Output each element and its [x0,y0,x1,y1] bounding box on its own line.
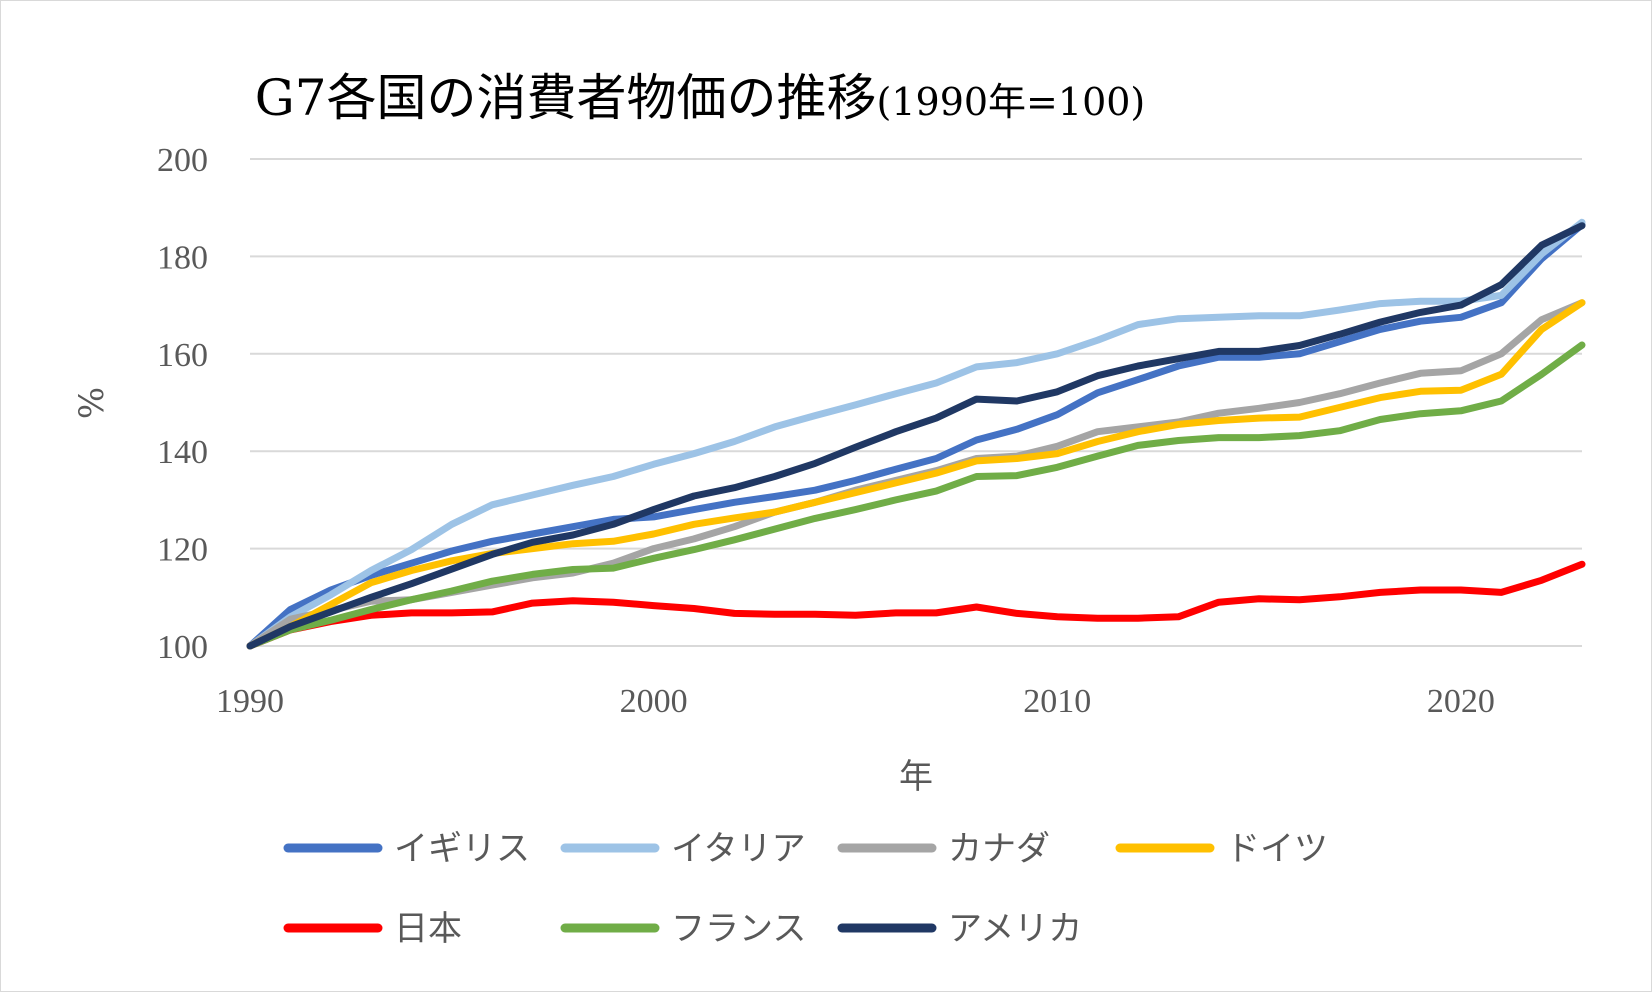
series-line-5 [246,341,1586,650]
legend-label-5: フランス [671,909,806,949]
x-tick-2010: 2010 [1023,683,1091,720]
y-tick-120: 120 [157,532,208,569]
legend-label-6: アメリカ [948,909,1082,949]
x-tick-2020: 2020 [1427,683,1495,720]
y-tick-200: 200 [157,142,208,179]
legend-item-0: イギリス [283,829,530,869]
legend-label-3: ドイツ [1226,829,1328,869]
y-tick-160: 160 [157,337,208,374]
x-axis-label: 年 [899,757,933,797]
gridlines [250,158,1582,647]
legend-item-2: カナダ [837,829,1050,869]
legend-label-4: 日本 [394,909,462,949]
y-tick-140: 140 [157,434,208,471]
y-tick-100: 100 [157,629,208,666]
legend-label-1: イタリア [671,829,806,869]
x-tick-labels: 1990 2000 2010 2020 [216,683,1495,720]
legend-item-6: アメリカ [837,909,1082,949]
x-tick-1990: 1990 [216,683,284,720]
x-tick-2000: 2000 [620,683,688,720]
legend-item-1: イタリア [560,829,806,869]
series-lines [246,218,1586,650]
legend-item-4: 日本 [283,909,462,949]
series-line-0 [246,221,1586,650]
series-line-6 [246,222,1586,650]
legend-label-2: カナダ [948,829,1050,869]
series-line-1 [246,218,1586,650]
legend-item-3: ドイツ [1115,829,1328,869]
series-line-4 [246,560,1586,650]
y-axis-label: % [72,387,112,419]
legend-label-0: イギリス [394,829,530,869]
series-line-3 [246,299,1586,650]
chart-title-main: G7各国の消費者物価の推移 [254,69,877,127]
y-tick-labels: 100 120 140 160 180 200 [157,142,208,666]
y-tick-180: 180 [157,239,208,276]
chart-title: G7各国の消費者物価の推移(1990年=100) [0,58,1400,130]
legend-item-5: フランス [560,909,806,949]
chart-subtitle: (1990年=100) [876,80,1146,124]
